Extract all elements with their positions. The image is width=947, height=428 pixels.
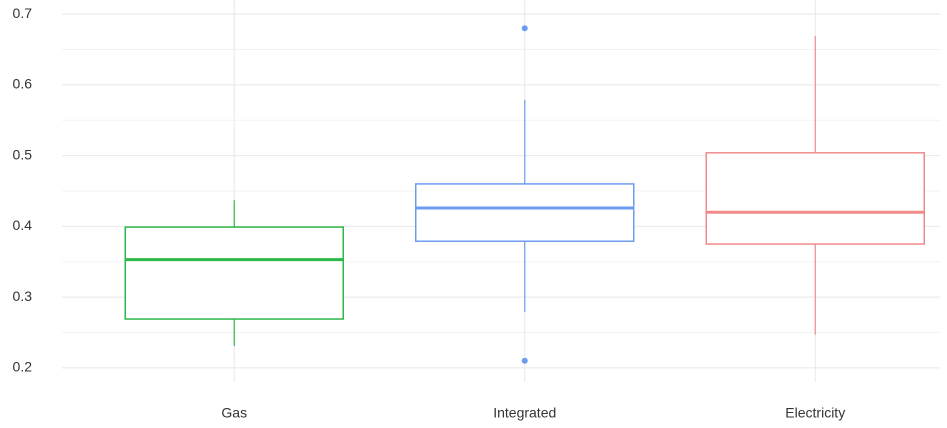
x-tick-label: Integrated bbox=[493, 405, 556, 421]
outlier bbox=[521, 25, 528, 32]
y-tick-label: 0.3 bbox=[13, 288, 33, 304]
box bbox=[124, 226, 344, 320]
outlier bbox=[521, 357, 528, 364]
box bbox=[415, 183, 635, 242]
y-tick-label: 0.6 bbox=[13, 76, 33, 92]
y-tick-label: 0.5 bbox=[13, 146, 33, 162]
y-tick-label: 0.2 bbox=[13, 359, 33, 375]
x-tick-label: Electricity bbox=[785, 405, 845, 421]
x-tick-label: Gas bbox=[221, 405, 247, 421]
box bbox=[705, 152, 925, 245]
y-tick-label: 0.7 bbox=[13, 5, 33, 21]
y-tick-label: 0.4 bbox=[13, 217, 33, 233]
